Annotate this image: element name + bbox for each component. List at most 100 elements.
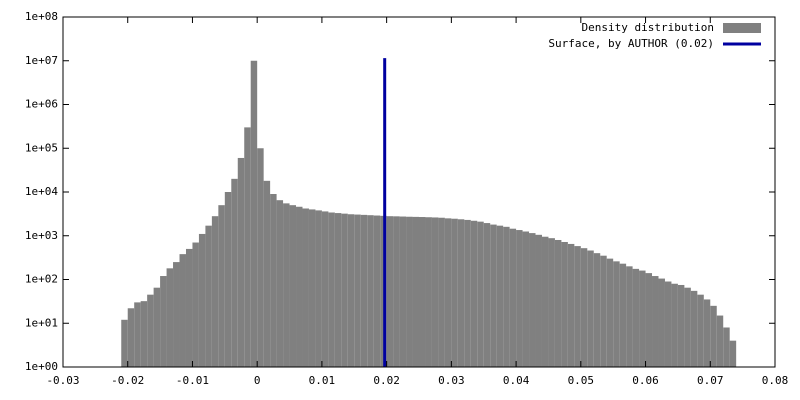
x-tick-label: 0.03 <box>438 374 465 387</box>
bar <box>121 319 128 367</box>
bar <box>522 231 530 367</box>
bar <box>626 266 633 367</box>
bar <box>276 200 284 367</box>
bar <box>529 233 536 367</box>
bar <box>723 327 730 367</box>
bar <box>173 262 180 367</box>
bar <box>399 216 407 367</box>
bar <box>341 213 348 367</box>
bar <box>593 253 601 367</box>
bar <box>587 250 594 367</box>
bar <box>354 214 361 367</box>
y-tick-label: 1e+05 <box>25 141 58 154</box>
bar <box>153 287 161 367</box>
y-tick-label: 1e+03 <box>25 229 58 242</box>
bar <box>321 211 329 367</box>
y-tick-label: 1e+07 <box>25 54 58 67</box>
bar <box>548 238 555 367</box>
bar <box>270 194 277 367</box>
bar <box>302 208 309 367</box>
x-tick-label: 0.08 <box>762 374 789 387</box>
bar <box>140 301 148 367</box>
bar <box>237 157 245 367</box>
x-tick-label: 0.06 <box>632 374 659 387</box>
bar <box>509 228 517 367</box>
bar <box>179 254 186 367</box>
bar <box>470 220 478 367</box>
bar <box>658 278 665 367</box>
bar <box>244 127 251 367</box>
bar <box>386 216 394 367</box>
y-tick-label: 1e+08 <box>25 10 58 23</box>
bar <box>451 218 458 367</box>
bar <box>684 287 691 367</box>
y-tick-label: 1e+06 <box>25 98 58 111</box>
bar <box>224 192 232 367</box>
bar <box>716 315 724 367</box>
bar <box>457 219 465 367</box>
bar <box>425 217 432 367</box>
bar <box>419 217 426 367</box>
bar <box>147 294 154 367</box>
bar <box>541 236 549 367</box>
x-tick-label: -0.03 <box>46 374 79 387</box>
bar <box>205 225 212 367</box>
bar <box>490 224 497 367</box>
bar <box>289 205 297 367</box>
bar <box>677 284 685 367</box>
bar <box>412 216 419 367</box>
bar <box>652 276 659 367</box>
bar <box>567 243 575 367</box>
bar <box>373 215 381 367</box>
bar <box>444 218 452 367</box>
bar <box>606 258 614 367</box>
bar <box>257 148 264 367</box>
bar <box>561 241 568 367</box>
x-tick-label: -0.02 <box>111 374 144 387</box>
bar <box>613 261 620 367</box>
bar <box>134 302 141 367</box>
x-tick-label: 0.07 <box>697 374 724 387</box>
bar <box>250 60 258 367</box>
bar <box>496 225 504 367</box>
bar <box>328 212 335 367</box>
bar <box>574 246 581 367</box>
x-tick-label: -0.01 <box>176 374 209 387</box>
bar <box>192 242 199 367</box>
bar <box>360 214 368 367</box>
bar <box>198 233 206 367</box>
bar <box>690 290 698 367</box>
bar <box>334 213 342 367</box>
bar <box>516 230 523 367</box>
bar <box>554 239 562 367</box>
x-tick-label: 0 <box>254 374 261 387</box>
x-tick-label: 0.04 <box>503 374 530 387</box>
bar <box>431 217 439 367</box>
bar <box>632 268 640 367</box>
bar <box>645 273 653 367</box>
bar <box>710 305 717 367</box>
bar <box>600 255 607 367</box>
legend-label: Density distribution <box>582 21 714 34</box>
x-tick-label: 0.05 <box>568 374 595 387</box>
bar <box>619 263 627 367</box>
bar <box>231 178 238 367</box>
bar <box>393 216 400 367</box>
y-tick-label: 1e+02 <box>25 273 58 286</box>
bar <box>664 281 672 367</box>
bar <box>671 283 678 367</box>
bar <box>464 219 471 367</box>
bar <box>127 308 135 367</box>
bar <box>438 217 445 367</box>
bar <box>166 268 174 367</box>
bar <box>703 299 711 367</box>
bar <box>406 216 413 367</box>
bar <box>367 215 374 367</box>
bar <box>211 216 219 367</box>
bar <box>160 276 167 367</box>
bar <box>580 248 588 367</box>
bar <box>263 180 271 367</box>
bar <box>477 221 484 367</box>
legend-label: Surface, by AUTHOR (0.02) <box>548 37 714 50</box>
